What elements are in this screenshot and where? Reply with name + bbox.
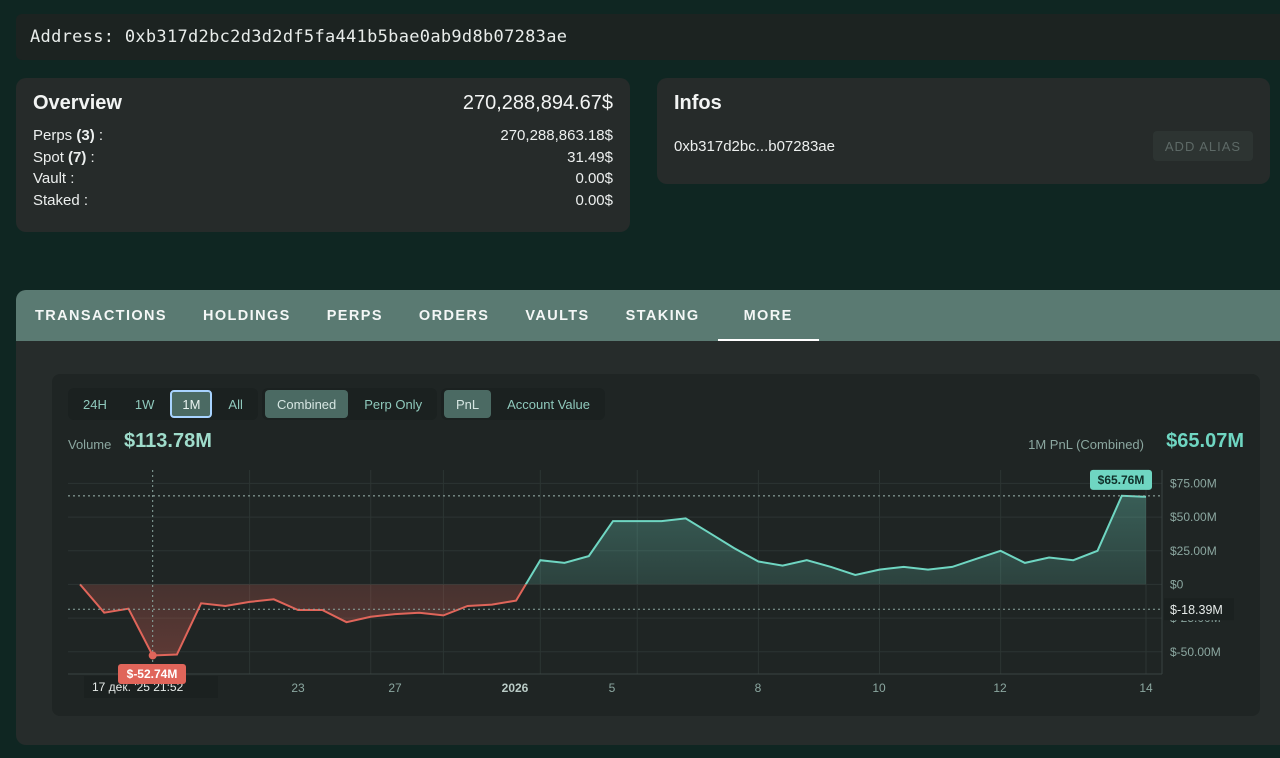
volume-label: Volume: [68, 437, 112, 452]
range-selector: 24H 1W 1M All: [68, 388, 258, 420]
x-tick-label: 27: [388, 681, 402, 695]
overview-row-label: Perps (3) :: [33, 127, 104, 144]
overview-row: Spot (7) : 31.49$: [33, 147, 613, 169]
pnl-chart-card: 24H 1W 1M All Combined Perp Only PnL Account …: [52, 374, 1260, 716]
overview-title: Overview: [33, 92, 122, 114]
overview-row-label: Spot (7) :: [33, 148, 95, 166]
mode-selector: Combined Perp Only: [262, 388, 438, 420]
metric-pnl-button[interactable]: PnL: [444, 390, 492, 418]
tab-bar: TRANSACTIONS HOLDINGS PERPS ORDERS VAULTS STA…: [16, 290, 1280, 341]
pnl-line-positive: [79, 494, 1147, 585]
overview-row-count: (3): [76, 127, 95, 144]
main-panel: TRANSACTIONS HOLDINGS PERPS ORDERS VAULTS STA…: [16, 290, 1280, 745]
short-address[interactable]: 0xb317d2bc...b07283ae: [674, 137, 835, 155]
y-tick-label: $50.00M: [1170, 510, 1217, 524]
overview-row: Perps (3) : 270,288,863.18$: [33, 125, 613, 147]
x-tick-label: 23: [291, 681, 305, 695]
range-1w-button[interactable]: 1W: [134, 396, 155, 412]
pnl-value: $65.07M: [1166, 430, 1244, 452]
infos-card: Infos 0xb317d2bc...b07283ae ADD ALIAS: [657, 78, 1270, 184]
pnl-line-negative: [79, 584, 527, 657]
overview-row-label: Staked :: [33, 191, 89, 209]
max-label: $65.76M: [1098, 473, 1145, 487]
overview-rows: Perps (3) : 270,288,863.18$ Spot (7) : 31.4…: [33, 125, 613, 211]
crosshair-value-box: [1164, 598, 1234, 621]
pnl-area-positive: [80, 495, 1146, 585]
tab-orders[interactable]: ORDERS: [418, 307, 490, 324]
y-tick-label: $-50.00M: [1170, 645, 1221, 659]
tab-holdings[interactable]: HOLDINGS: [203, 307, 291, 324]
min-label-box: [118, 664, 186, 684]
overview-row-count: (7): [68, 148, 87, 166]
infos-title: Infos: [674, 92, 722, 114]
min-label: $-52.74M: [127, 667, 178, 681]
mode-combined-button[interactable]: Combined: [265, 390, 349, 418]
overview-total: 270,288,894.67$: [462, 92, 613, 114]
tab-transactions[interactable]: TRANSACTIONS: [35, 307, 167, 324]
min-point: [148, 651, 157, 660]
max-label-box: [1090, 469, 1152, 490]
pnl-area-negative: [80, 584, 1146, 656]
x-tick-label: 12: [993, 681, 1007, 695]
overview-row-value: 0.00$: [575, 191, 613, 209]
x-tick-label: 2026: [502, 681, 529, 695]
range-all-button[interactable]: All: [228, 396, 243, 412]
range-1m-button[interactable]: 1M: [170, 390, 213, 418]
overview-row: Staked : 0.00$: [33, 190, 613, 212]
y-tick-label: $0: [1170, 577, 1184, 591]
overview-row-value: 31.49$: [567, 148, 613, 166]
add-alias-button[interactable]: ADD ALIAS: [1153, 131, 1253, 161]
overview-card: Overview 270,288,894.67$ Perps (3) : 270,…: [16, 78, 630, 232]
tab-more[interactable]: MORE: [717, 290, 819, 341]
x-tick-label: 8: [755, 681, 762, 695]
tab-staking[interactable]: STAKING: [625, 307, 700, 324]
pnl-chart[interactable]: $75.00M$50.00M$25.00M$0$-25.00M$-50.00M$…: [52, 374, 1260, 716]
volume-value: $113.78M: [124, 430, 212, 452]
y-tick-label: $25.00M: [1170, 544, 1217, 558]
overview-row-label: Vault :: [33, 170, 75, 187]
tab-perps[interactable]: PERPS: [326, 307, 383, 324]
overview-row-value: 270,288,863.18$: [500, 127, 613, 144]
address-text: Address: 0xb317d2bc2d3d2df5fa441b5bae0ab…: [30, 27, 568, 47]
metric-selector: PnL Account Value: [441, 388, 606, 420]
overview-row-value: 0.00$: [575, 170, 613, 187]
overview-row: Vault : 0.00$: [33, 168, 613, 190]
address-bar: Address: 0xb317d2bc2d3d2df5fa441b5bae0ab…: [16, 14, 1280, 60]
range-24h-button[interactable]: 24H: [83, 396, 107, 412]
pnl-label: 1M PnL (Combined): [1028, 437, 1144, 452]
y-tick-label: $75.00M: [1170, 476, 1217, 490]
tab-vaults[interactable]: VAULTS: [525, 307, 590, 324]
metric-account-value-button[interactable]: Account Value: [507, 396, 591, 412]
mode-perp-only-button[interactable]: Perp Only: [364, 396, 423, 412]
x-tick-label: 10: [872, 681, 886, 695]
crosshair-value: $-18.39M: [1170, 603, 1223, 617]
x-tick-label: 5: [609, 681, 616, 695]
x-tick-label: 14: [1139, 681, 1153, 695]
